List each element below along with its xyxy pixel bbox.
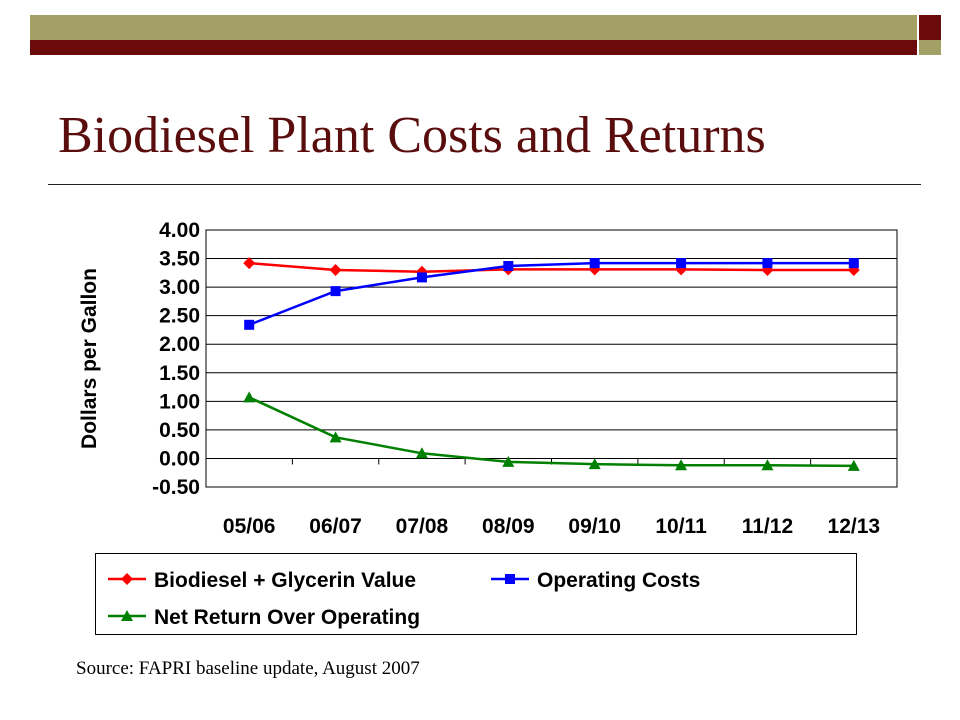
y-tick-label: 1.00 [159, 390, 200, 413]
legend-swatch-marker [505, 574, 515, 584]
legend-entry-label: Biodiesel + Glycerin Value [154, 569, 416, 592]
x-tick-label: 08/09 [482, 515, 535, 538]
y-tick-label: 3.00 [159, 276, 200, 299]
data-point-square [848, 258, 859, 269]
y-tick-label: 0.50 [159, 419, 200, 442]
data-point-triangle [847, 459, 860, 471]
data-point-triangle [502, 455, 515, 467]
legend-swatch-marker [121, 610, 133, 621]
line-chart: 4.00 3.50 3.00 2.50 2.00 1.50 1.00 0.50 0.00 -0.5… [78, 219, 898, 538]
y-axis-label: Dollars per Gallon [78, 268, 101, 449]
data-point-square [762, 258, 773, 269]
title-divider [48, 184, 921, 185]
y-tick-label: 1.50 [159, 362, 200, 385]
x-tick-label: 11/12 [742, 515, 793, 538]
data-point-triangle [588, 458, 601, 470]
data-point-square [244, 319, 255, 330]
y-tick-label: 3.50 [159, 248, 200, 271]
header-band-maroon [30, 40, 917, 55]
y-tick-label: 2.00 [159, 333, 200, 356]
data-point-triangle [761, 459, 774, 471]
data-point-triangle [675, 459, 688, 471]
y-tick-label: -0.50 [152, 476, 200, 499]
series-line-square [248, 261, 854, 326]
data-point-square [416, 272, 427, 283]
x-tick-label: 07/08 [396, 515, 449, 538]
x-tick-label: 10/11 [655, 515, 707, 538]
legend-entry-label: Operating Costs [537, 569, 700, 592]
x-tick-label: 06/07 [309, 515, 362, 538]
data-point-triangle [329, 431, 342, 443]
data-point-square [676, 258, 687, 269]
data-point-square [589, 258, 600, 269]
header-corner-square-maroon [919, 15, 941, 40]
series-line-diamond [249, 261, 854, 273]
y-tick-label: 2.50 [159, 305, 200, 328]
chart-legend: Biodiesel + Glycerin Value Operating Cost… [95, 553, 857, 635]
header-band-olive [30, 15, 917, 40]
header-corner-square-olive [919, 40, 941, 55]
data-point-triangle [415, 447, 428, 459]
series-line-triangle [248, 396, 854, 468]
plot-area-frame [205, 229, 898, 488]
y-tick-label: 0.00 [159, 447, 200, 470]
data-point-diamond [243, 257, 256, 270]
legend-swatch-marker [121, 573, 133, 585]
source-note: Source: FAPRI baseline update, August 20… [76, 658, 420, 679]
slide-title: Biodiesel Plant Costs and Returns [58, 107, 766, 164]
legend-svg: Biodiesel + Glycerin Value Operating Cost… [108, 569, 700, 629]
data-point-square [503, 260, 514, 271]
x-tick-label: 05/06 [223, 515, 276, 538]
x-tick-label: 12/13 [828, 515, 881, 538]
legend-entry-label: Net Return Over Operating [154, 606, 420, 629]
data-point-triangle [243, 391, 256, 403]
data-point-diamond [329, 263, 342, 276]
x-tick-label: 09/10 [568, 515, 621, 538]
y-tick-label: 4.00 [159, 219, 200, 242]
data-point-square [330, 286, 341, 297]
